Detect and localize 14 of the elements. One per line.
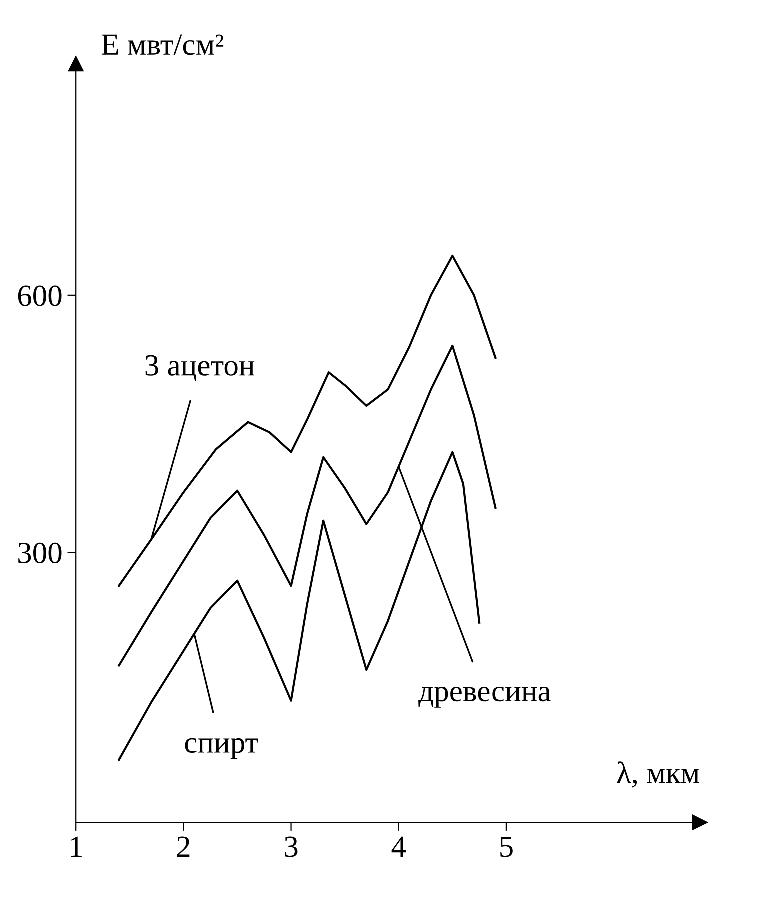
line-series xyxy=(118,254,497,588)
line-series xyxy=(118,344,497,667)
x-tick-label: 3 xyxy=(285,836,298,858)
x-tick-label: 1 xyxy=(71,836,82,857)
x-tick-label: 5 xyxy=(500,836,513,858)
annotation: древесина xyxy=(418,686,551,708)
x-axis-title: λ, мкм xyxy=(617,762,700,788)
annotation: 3 ацетон xyxy=(146,355,255,382)
y-axis-title: E мвт/см² xyxy=(102,34,224,56)
y-tick-label: 300 xyxy=(18,542,62,564)
annotation: спирт xyxy=(185,738,258,760)
x-tick-label: 4 xyxy=(392,836,406,857)
x-tick-label: 2 xyxy=(177,836,190,857)
y-tick-label: 600 xyxy=(18,286,62,306)
